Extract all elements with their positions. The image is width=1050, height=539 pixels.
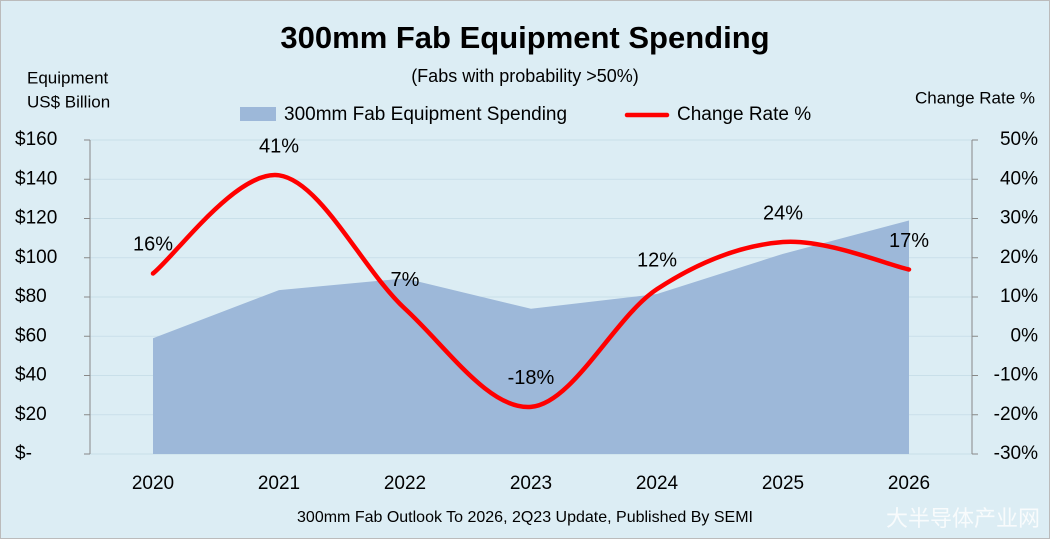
data-label: 17%: [889, 230, 929, 252]
x-tick-label: 2024: [636, 473, 679, 494]
x-tick-label: 2022: [384, 473, 426, 494]
x-tick-label: 2020: [132, 473, 174, 494]
data-label: 12%: [637, 249, 677, 271]
y-tick-label: $160: [15, 129, 57, 150]
watermark: 大半导体产业网: [886, 506, 1040, 531]
area: [153, 220, 909, 454]
y-tick-label: $20: [15, 404, 47, 425]
data-label: 24%: [763, 202, 803, 224]
x-tick-label: 2021: [258, 473, 300, 494]
y-tick-label: $-: [15, 443, 32, 464]
y2-tick-label: 0%: [1011, 325, 1039, 346]
footnote: 300mm Fab Outlook To 2026, 2Q23 Update, …: [297, 509, 753, 526]
chart-title: 300mm Fab Equipment Spending: [280, 20, 769, 55]
data-label: 16%: [133, 234, 173, 256]
y2-tick-label: 50%: [1000, 129, 1038, 150]
y-tick-label: $120: [15, 208, 57, 229]
y2-axis-title: Change Rate %: [915, 88, 1035, 107]
legend-swatch: [240, 107, 276, 121]
data-label: 7%: [391, 269, 420, 291]
legend-label: 300mm Fab Equipment Spending: [284, 104, 567, 125]
data-label: 41%: [259, 136, 299, 158]
chart-subtitle: (Fabs with probability >50%): [411, 66, 639, 86]
y-tick-label: $80: [15, 286, 47, 307]
x-tick-label: 2023: [510, 473, 552, 494]
x-tick-label: 2025: [762, 473, 804, 494]
y-tick-label: $100: [15, 247, 57, 268]
y2-tick-label: 20%: [1000, 247, 1038, 268]
y2-tick-label: -30%: [994, 443, 1038, 464]
y2-tick-label: 30%: [1000, 208, 1038, 229]
y-axis-title: Equipment: [27, 68, 109, 87]
y-tick-label: $40: [15, 365, 47, 386]
y-tick-label: $60: [15, 325, 47, 346]
y2-tick-label: 40%: [1000, 168, 1038, 189]
data-label: -18%: [508, 367, 555, 389]
y2-tick-label: -10%: [994, 365, 1038, 386]
y2-tick-label: -20%: [994, 404, 1038, 425]
y-axis-title: US$ Billion: [27, 92, 110, 111]
y2-tick-label: 10%: [1000, 286, 1038, 307]
legend-label: Change Rate %: [677, 104, 811, 125]
y-tick-label: $140: [15, 168, 57, 189]
x-tick-label: 2026: [888, 473, 930, 494]
line: [150, 173, 912, 410]
